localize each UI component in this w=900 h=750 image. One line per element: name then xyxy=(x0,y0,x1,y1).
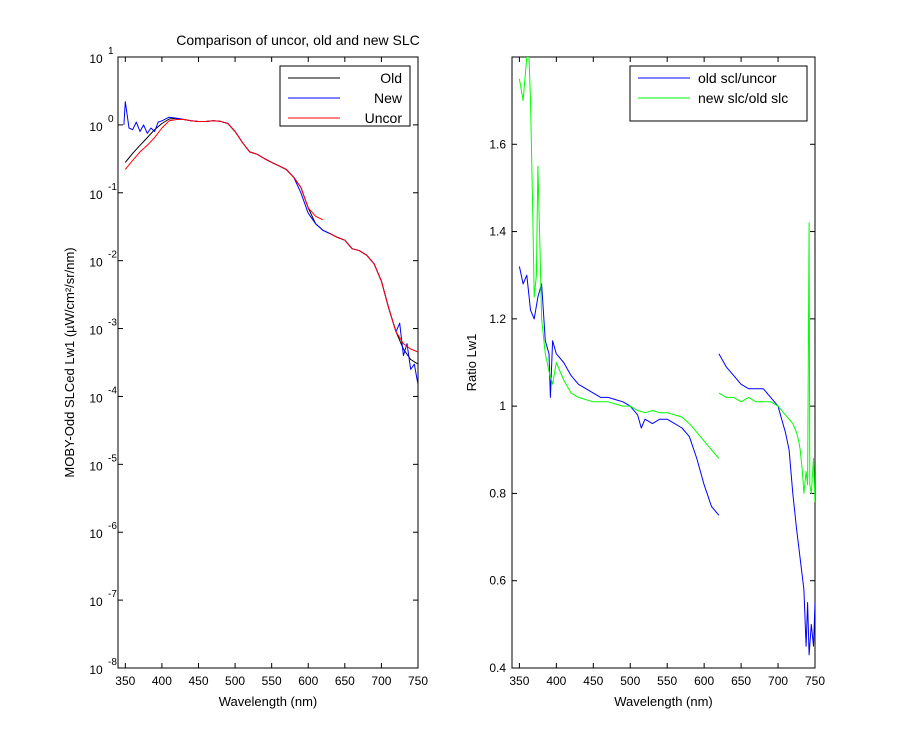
legend-label: Uncor xyxy=(365,110,403,126)
x-tick-label: 350 xyxy=(509,674,529,688)
x-tick-label: 500 xyxy=(225,674,245,688)
y-tick-label: 1.4 xyxy=(489,225,506,239)
y-tick-label: 10 xyxy=(89,391,103,405)
y-tick-label: 10 xyxy=(89,527,103,541)
series-line-new-slc-old-slc xyxy=(518,57,720,459)
legend-label: Old xyxy=(380,70,402,86)
x-tick-label: 550 xyxy=(657,674,677,688)
series-line-segment-3 xyxy=(329,233,418,353)
plot-area xyxy=(117,56,419,669)
x-axis-label: Wavelength (nm) xyxy=(219,694,318,709)
x-tick-label: 700 xyxy=(371,674,391,688)
y-tick-exponent: 1 xyxy=(108,46,114,57)
y-tick-exponent: -4 xyxy=(108,385,117,396)
x-tick-label: 750 xyxy=(408,674,428,688)
series-group xyxy=(518,57,815,656)
series-line-segment-3 xyxy=(718,222,815,503)
x-tick-label: 450 xyxy=(188,674,208,688)
y-tick-exponent: -6 xyxy=(108,521,117,532)
y-tick-label: 10 xyxy=(89,595,103,609)
y-tick-label: 1.2 xyxy=(489,312,506,326)
y-tick-label: 10 xyxy=(89,52,103,66)
legend xyxy=(279,65,411,127)
y-axis-label: Ratio Lw1 xyxy=(464,334,479,392)
y-axis-label: MOBY-Odd SLCed Lw1 (µW/cm²/sr/nm) xyxy=(62,247,77,477)
x-tick-label: 400 xyxy=(546,674,566,688)
y-tick-label: 0.4 xyxy=(489,661,506,675)
x-tick-label: 350 xyxy=(115,674,135,688)
legend-label: new slc/old slc xyxy=(698,90,788,106)
y-tick-label: 10 xyxy=(89,188,103,202)
y-tick-label: 10 xyxy=(89,324,103,338)
y-tick-exponent: -1 xyxy=(108,182,117,193)
x-tick-label: 550 xyxy=(262,674,282,688)
x-tick-label: 500 xyxy=(620,674,640,688)
y-tick-label: 10 xyxy=(89,256,103,270)
series-line-uncor xyxy=(124,119,324,221)
y-tick-exponent: -2 xyxy=(108,250,117,261)
right-chart: 350 400 450 500 550 600 650 700 750 0.4 0.6 0.8 1 1.2… xyxy=(464,56,825,709)
x-tick-label: 600 xyxy=(694,674,714,688)
series-line-old-scl-uncor xyxy=(518,266,720,516)
y-tick-exponent: -3 xyxy=(108,318,117,329)
y-tick-exponent: 0 xyxy=(108,114,114,125)
legend-label: old scl/uncor xyxy=(698,70,777,86)
legend-label: New xyxy=(374,90,403,106)
y-tick-label: 0.6 xyxy=(489,574,506,588)
x-tick-label: 600 xyxy=(298,674,318,688)
y-tick-label: 10 xyxy=(89,459,103,473)
x-tick-label: 700 xyxy=(768,674,788,688)
x-tick-label: 400 xyxy=(152,674,172,688)
series-group xyxy=(123,101,418,385)
legend xyxy=(629,65,808,122)
left-chart: 350 400 450 500 550 600 650 700 75010-810-710-61… xyxy=(62,32,428,709)
y-tick-label: 1.6 xyxy=(489,137,506,151)
y-tick-label: 10 xyxy=(89,120,103,134)
y-tick-exponent: -8 xyxy=(108,657,117,668)
chart-title: Comparison of uncor, old and new SLC xyxy=(176,32,420,48)
y-tick-exponent: -7 xyxy=(108,589,117,600)
series-line-segment-1 xyxy=(718,353,815,656)
x-tick-label: 750 xyxy=(805,674,825,688)
y-tick-label: 0.8 xyxy=(489,486,506,500)
x-tick-label: 650 xyxy=(731,674,751,688)
plot-area xyxy=(511,56,816,669)
y-tick-exponent: -5 xyxy=(108,453,117,464)
y-tick-label: 1 xyxy=(499,399,506,413)
x-axis-label: Wavelength (nm) xyxy=(614,694,713,709)
x-tick-label: 650 xyxy=(335,674,355,688)
x-tick-label: 450 xyxy=(583,674,603,688)
y-tick-label: 10 xyxy=(89,663,103,677)
